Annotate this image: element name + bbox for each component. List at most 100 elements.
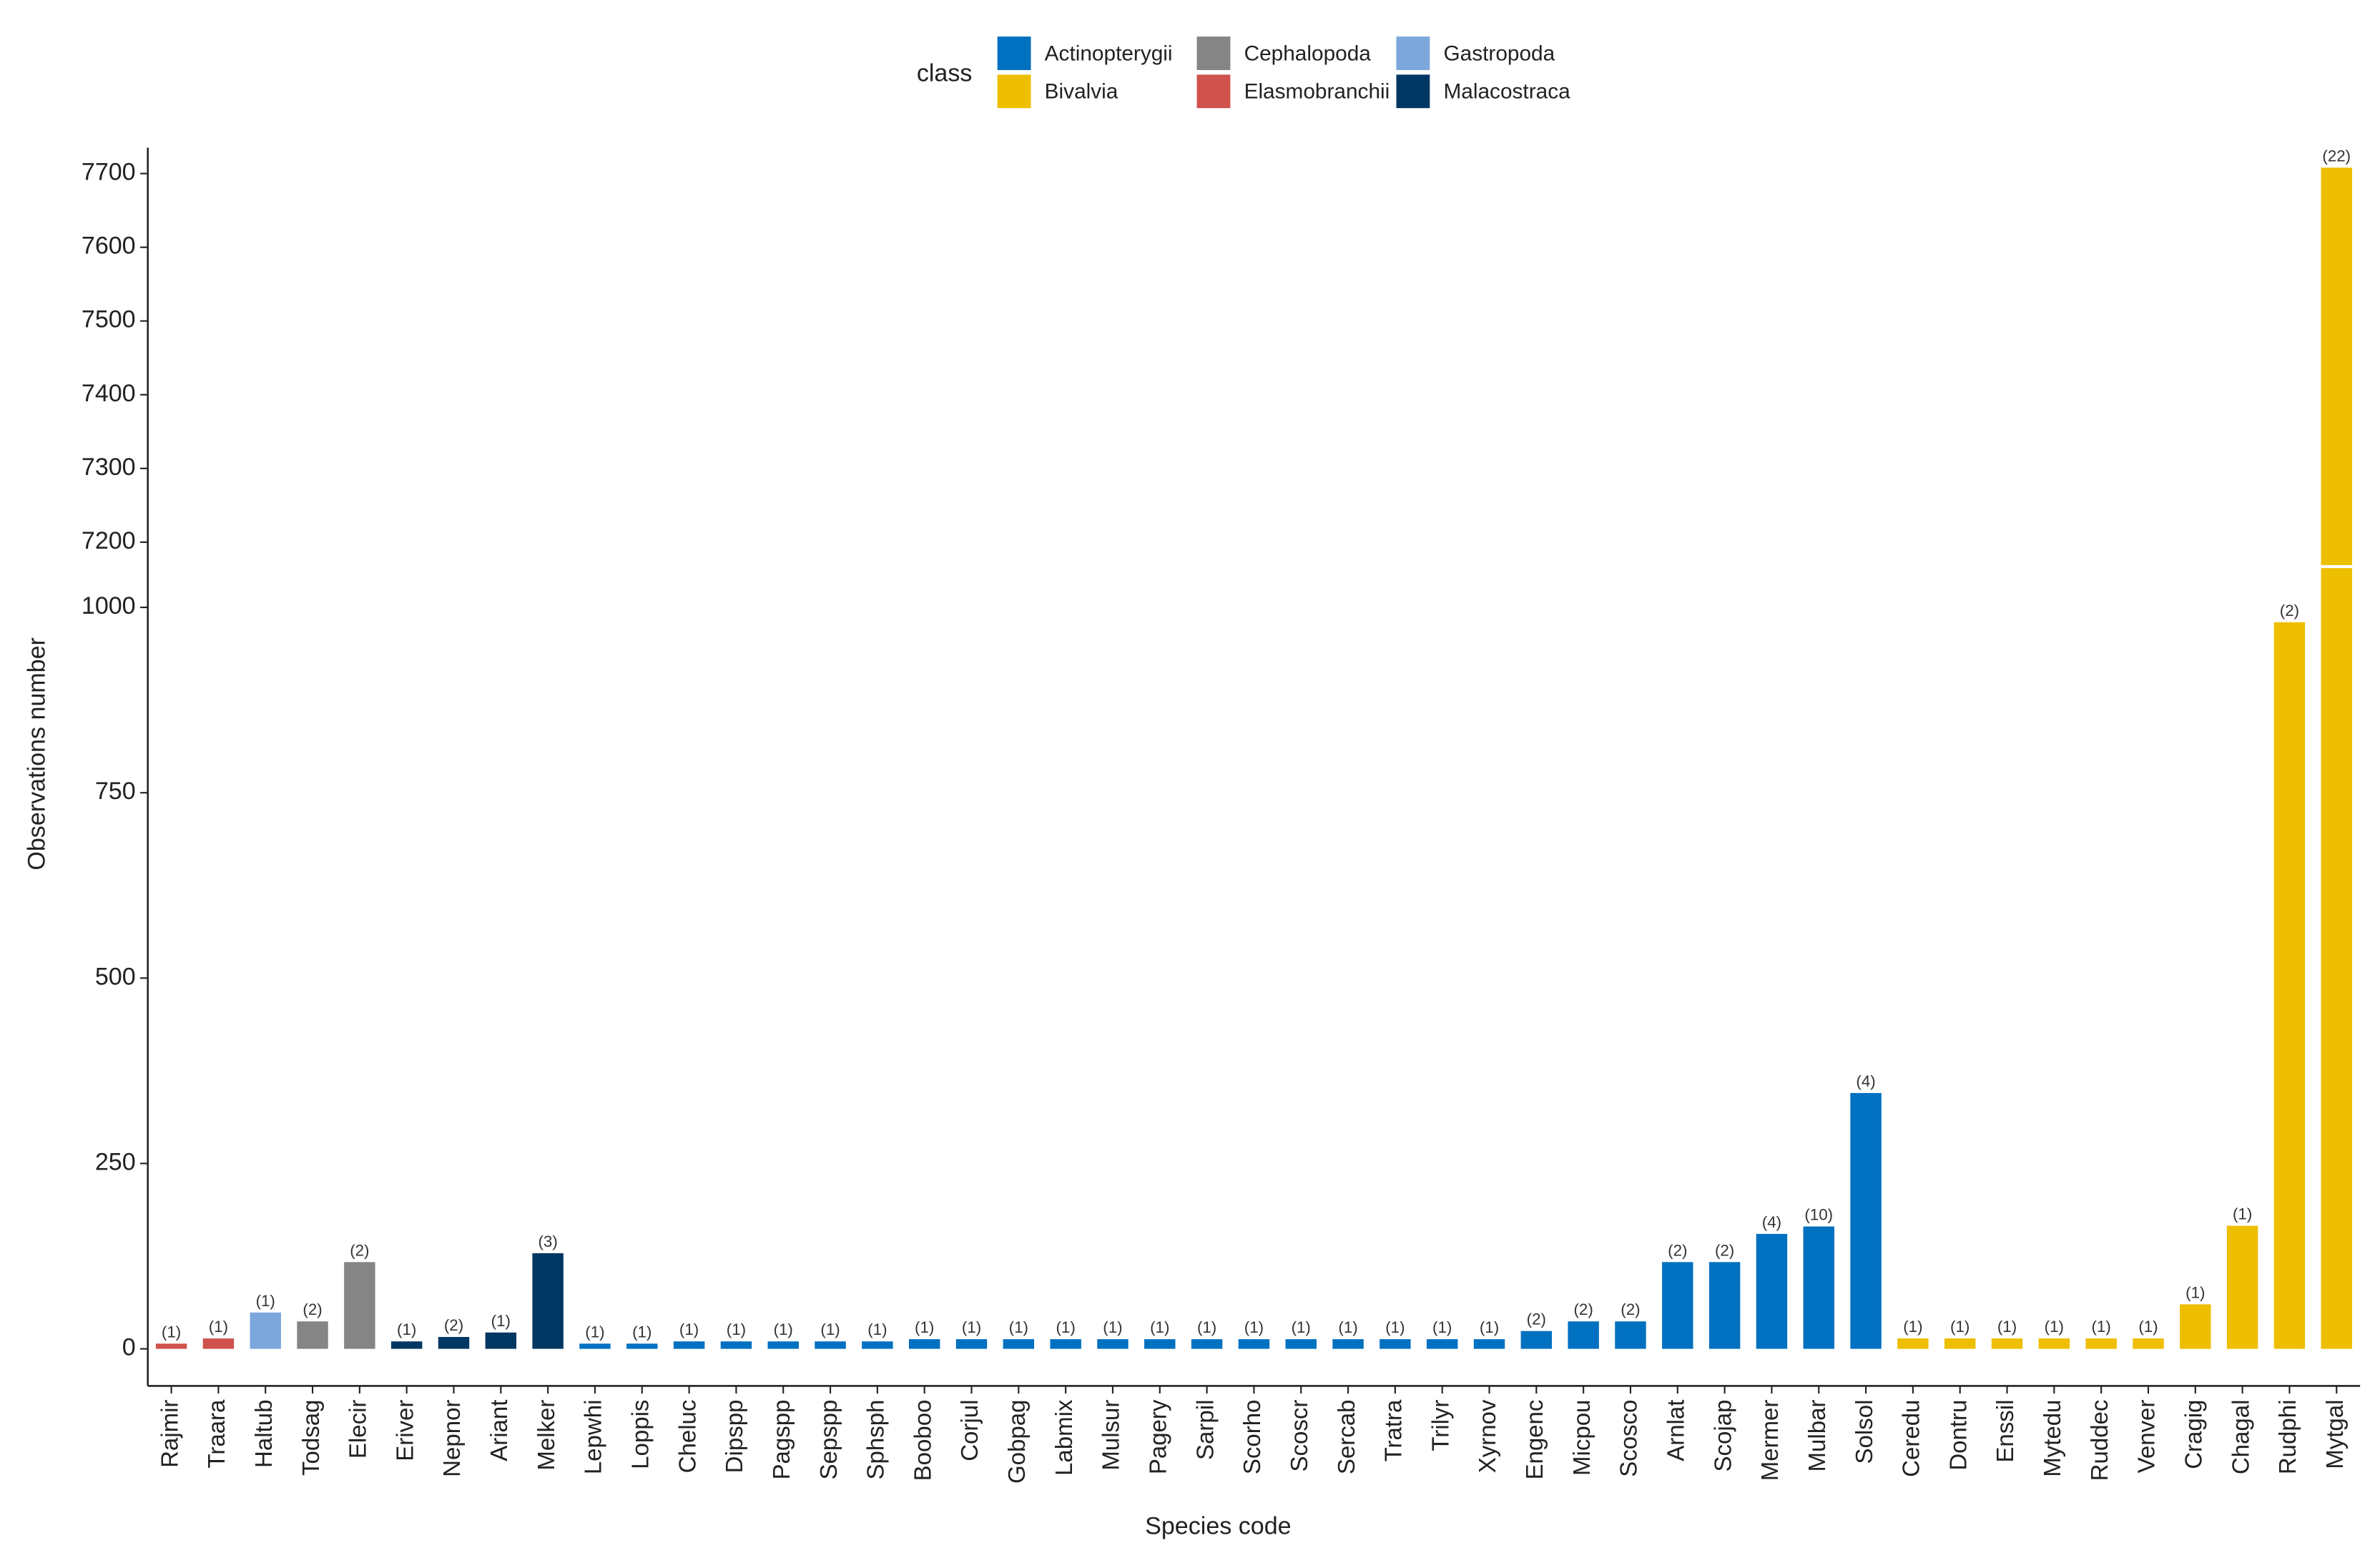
bar-label: (4) <box>1856 1072 1875 1090</box>
y-tick-label: 7200 <box>82 527 136 554</box>
y-tick-label: 0 <box>122 1334 136 1361</box>
bar-label: (1) <box>1056 1318 1075 1336</box>
bar-label: (1) <box>1432 1318 1452 1336</box>
bar <box>1097 1339 1128 1349</box>
bar-label: (3) <box>538 1233 557 1250</box>
bar <box>767 1341 799 1349</box>
x-tick-label: Elecir <box>345 1400 371 1459</box>
x-tick-label: Todsag <box>298 1400 324 1476</box>
bar <box>1003 1339 1035 1349</box>
x-tick-label: Engenc <box>1521 1400 1548 1480</box>
bar-label: (1) <box>2138 1318 2158 1336</box>
bar <box>1803 1226 1834 1349</box>
bar <box>1191 1339 1223 1349</box>
bar <box>344 1262 375 1349</box>
bar <box>1662 1262 1693 1349</box>
bar <box>250 1312 281 1349</box>
y-axis-title: Observations number <box>23 637 50 871</box>
x-tick-label: Mermer <box>1756 1400 1783 1481</box>
bar-label: (1) <box>1244 1318 1264 1336</box>
y-tick-label: 500 <box>95 963 136 990</box>
bar-label: (1) <box>1950 1318 1970 1336</box>
bar-label: (1) <box>1292 1318 1311 1336</box>
x-tick-label: Cragig <box>2180 1400 2207 1469</box>
x-tick-label: Scorho <box>1239 1400 1265 1475</box>
x-tick-label: Rudphi <box>2274 1400 2301 1475</box>
x-tick-label: Dontru <box>1944 1400 1971 1471</box>
bar-label: (22) <box>2322 147 2351 165</box>
bar <box>390 1341 423 1349</box>
bar-label: (2) <box>444 1316 463 1334</box>
legend-swatch <box>1396 74 1430 109</box>
x-tick-label: Sepspp <box>815 1400 842 1480</box>
bar-label: (2) <box>1668 1241 1687 1259</box>
bar-label: (1) <box>1385 1318 1405 1336</box>
bar <box>1850 1092 1882 1349</box>
x-tick-label: Pagery <box>1145 1399 1171 1474</box>
x-tick-label: Enssil <box>1992 1400 2018 1463</box>
bar <box>673 1341 705 1349</box>
bar-label: (1) <box>1903 1318 1922 1336</box>
legend-swatch <box>1396 36 1430 70</box>
bar <box>297 1321 328 1349</box>
bar-label: (1) <box>162 1323 181 1341</box>
bar <box>2038 1338 2070 1349</box>
bar <box>815 1341 846 1349</box>
bar <box>1568 1321 1599 1349</box>
x-tick-label: Haltub <box>250 1400 277 1468</box>
legend-title: class <box>917 59 973 87</box>
x-tick-label: Lepwhi <box>580 1400 606 1475</box>
x-tick-label: Melker <box>533 1400 559 1471</box>
bar <box>1238 1339 1270 1349</box>
bar-label: (1) <box>679 1321 699 1338</box>
x-tick-label: Loppis <box>626 1400 653 1469</box>
bar <box>532 1253 564 1349</box>
legend-swatch <box>997 74 1031 109</box>
bar <box>2180 1304 2211 1349</box>
x-tick-label: Scojap <box>1709 1400 1736 1472</box>
x-tick-label: Mytgal <box>2321 1400 2348 1469</box>
bar <box>1144 1339 1176 1349</box>
x-tick-label: Booboo <box>909 1400 935 1481</box>
bar <box>1897 1338 1929 1349</box>
bar-label: (1) <box>2045 1318 2064 1336</box>
legend-swatch <box>1196 74 1231 109</box>
legend-swatch <box>1196 36 1231 70</box>
bar <box>438 1337 470 1349</box>
y-tick-label: 7300 <box>82 454 136 481</box>
bar-label: (2) <box>303 1300 322 1318</box>
bar <box>1332 1339 1364 1349</box>
legend-label: Actinopterygii <box>1045 42 1173 66</box>
bar-label: (1) <box>2233 1205 2252 1223</box>
legend-label: Cephalopoda <box>1244 42 1372 66</box>
x-tick-label: Ariant <box>486 1400 512 1461</box>
y-tick-label: 7500 <box>82 306 136 333</box>
bar-label: (2) <box>1621 1300 1640 1318</box>
bar <box>1944 1338 1976 1349</box>
x-tick-label: Mulbar <box>1804 1400 1830 1472</box>
bar-upper <box>2321 167 2352 565</box>
bar <box>2273 622 2306 1349</box>
x-tick-label: Tratra <box>1380 1399 1407 1461</box>
x-tick-label: Nepnor <box>438 1400 465 1477</box>
y-tick-label: 7700 <box>82 159 136 186</box>
bar <box>862 1341 893 1349</box>
x-tick-label: Pagspp <box>768 1400 795 1480</box>
bar <box>720 1341 752 1349</box>
bar-label: (1) <box>1009 1318 1028 1336</box>
bar-label: (1) <box>1103 1318 1122 1336</box>
x-tick-label: Rajmir <box>156 1400 182 1468</box>
bar-label: (1) <box>727 1321 746 1338</box>
bar <box>1991 1338 2023 1349</box>
bar <box>2133 1338 2164 1349</box>
bar-label: (4) <box>1762 1213 1781 1231</box>
x-tick-label: Sphsph <box>862 1400 889 1480</box>
legend-label: Gastropoda <box>1443 42 1555 66</box>
bar <box>626 1343 658 1349</box>
bar-label: (1) <box>585 1323 604 1341</box>
x-tick-label: Cheluc <box>674 1400 700 1474</box>
bar <box>1756 1233 1788 1349</box>
x-tick-label: Scoscr <box>1286 1400 1312 1472</box>
x-tick-label: Ceredu <box>1898 1400 1924 1477</box>
